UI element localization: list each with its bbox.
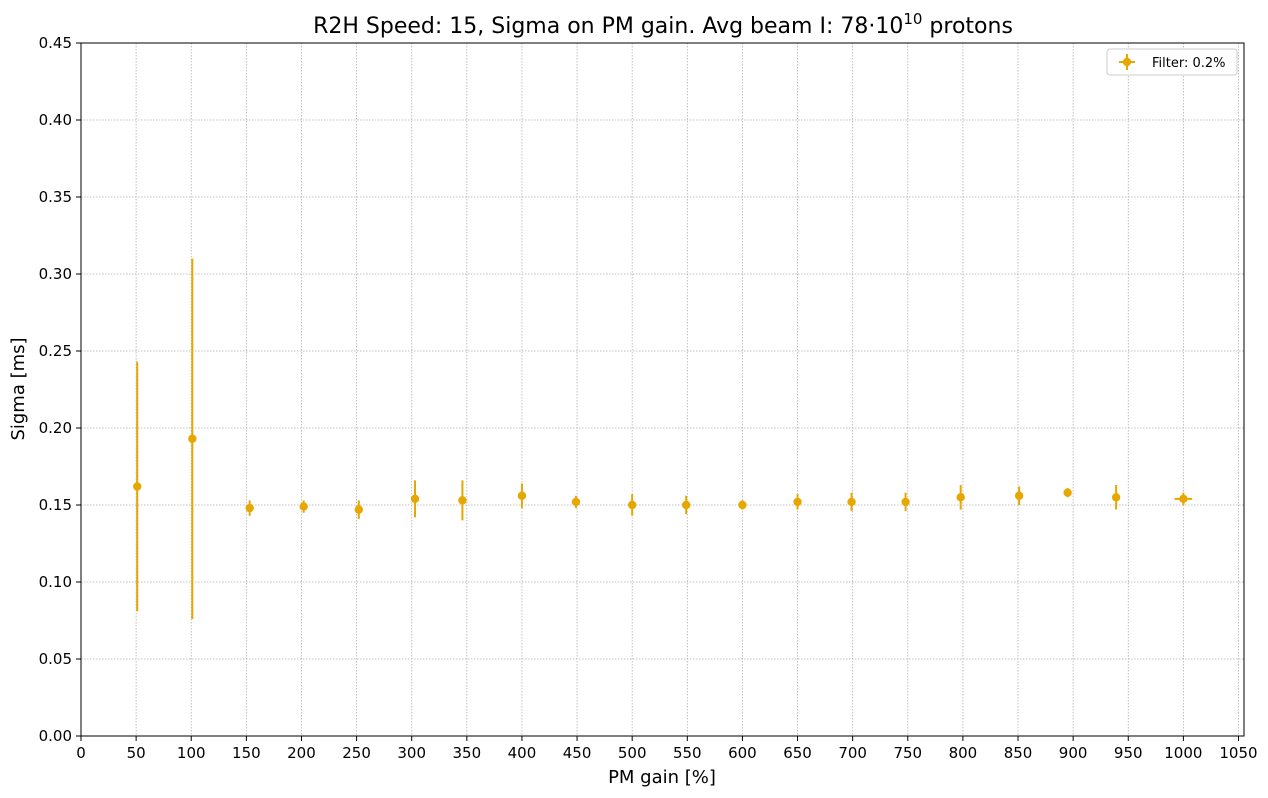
data-point: [627, 500, 637, 510]
y-tick-label: 0.35: [39, 188, 72, 206]
x-tick-label: 400: [508, 744, 537, 762]
y-axis: 0.00 0.05 0.10 0.15 0.20 0.25 0.30 0.35 0.40 0.45: [39, 34, 81, 745]
y-tick-label: 0.15: [39, 496, 72, 514]
x-tick-label: 0: [76, 744, 86, 762]
legend-point: [1122, 57, 1132, 67]
data-point: [458, 496, 467, 505]
x-tick-label: 1050: [1219, 744, 1257, 762]
data-point: [1179, 494, 1188, 504]
data-point: [901, 497, 910, 507]
data-point: [1063, 488, 1072, 497]
data-point: [245, 503, 254, 513]
data-point: [956, 493, 965, 502]
data-point: [133, 482, 142, 491]
x-tick-label: 100: [177, 744, 206, 762]
x-tick-label: 50: [127, 744, 146, 762]
x-axis-label: PM gain [%]: [608, 767, 716, 788]
x-tick-label: 800: [949, 744, 978, 762]
x-tick-label: 700: [838, 744, 867, 762]
data-point: [410, 494, 420, 504]
legend-label: Filter: 0.2%: [1152, 56, 1226, 71]
data-point: [847, 497, 856, 507]
x-tick-label: 450: [563, 744, 592, 762]
error-bars: [136, 258, 1193, 619]
data-point: [354, 505, 363, 514]
data-point: [1014, 491, 1024, 500]
x-tick-label: 150: [232, 744, 261, 762]
x-tick-label: 200: [287, 744, 316, 762]
chart-title: R2H Speed: 15, Sigma on PM gain. Avg bea…: [313, 10, 1013, 39]
x-tick-label: 500: [618, 744, 647, 762]
x-tick-label: 250: [342, 744, 371, 762]
y-tick-label: 0.25: [39, 342, 72, 360]
y-tick-label: 0.10: [39, 573, 72, 591]
x-tick-label: 550: [673, 744, 702, 762]
data-points: [133, 434, 1188, 514]
plot-frame: [80, 42, 1245, 737]
y-tick-label: 0.00: [39, 727, 72, 745]
x-tick-label: 1000: [1164, 744, 1202, 762]
data-point: [738, 500, 747, 510]
data-point: [682, 500, 691, 510]
grid-lines: [80, 42, 1244, 737]
x-tick-label: 750: [893, 744, 922, 762]
x-axis: 0 50 100 150 200 250 300 350 400 450 500 550 600 650 7…: [76, 736, 1258, 762]
y-axis-label: Sigma [ms]: [8, 337, 29, 440]
x-tick-label: 300: [397, 744, 426, 762]
data-point: [1111, 493, 1121, 502]
legend: Filter: 0.2%: [1106, 48, 1238, 76]
legend-box: [1106, 48, 1238, 76]
data-point: [793, 497, 802, 507]
y-tick-label: 0.20: [39, 419, 72, 437]
x-tick-label: 900: [1059, 744, 1088, 762]
y-tick-label: 0.05: [39, 650, 72, 668]
legend-marker: [1119, 54, 1135, 70]
x-tick-label: 950: [1114, 744, 1143, 762]
y-tick-label: 0.30: [39, 265, 72, 283]
data-point: [188, 434, 197, 443]
chart-title-superscript: 10: [903, 10, 922, 28]
y-tick-label: 0.45: [39, 34, 72, 52]
data-point: [517, 491, 527, 500]
y-tick-label: 0.40: [39, 111, 72, 129]
x-tick-label: 650: [783, 744, 812, 762]
x-tick-label: 350: [453, 744, 482, 762]
data-point: [571, 497, 581, 507]
x-tick-label: 850: [1004, 744, 1033, 762]
data-point: [299, 502, 308, 511]
x-tick-label: 600: [728, 744, 757, 762]
